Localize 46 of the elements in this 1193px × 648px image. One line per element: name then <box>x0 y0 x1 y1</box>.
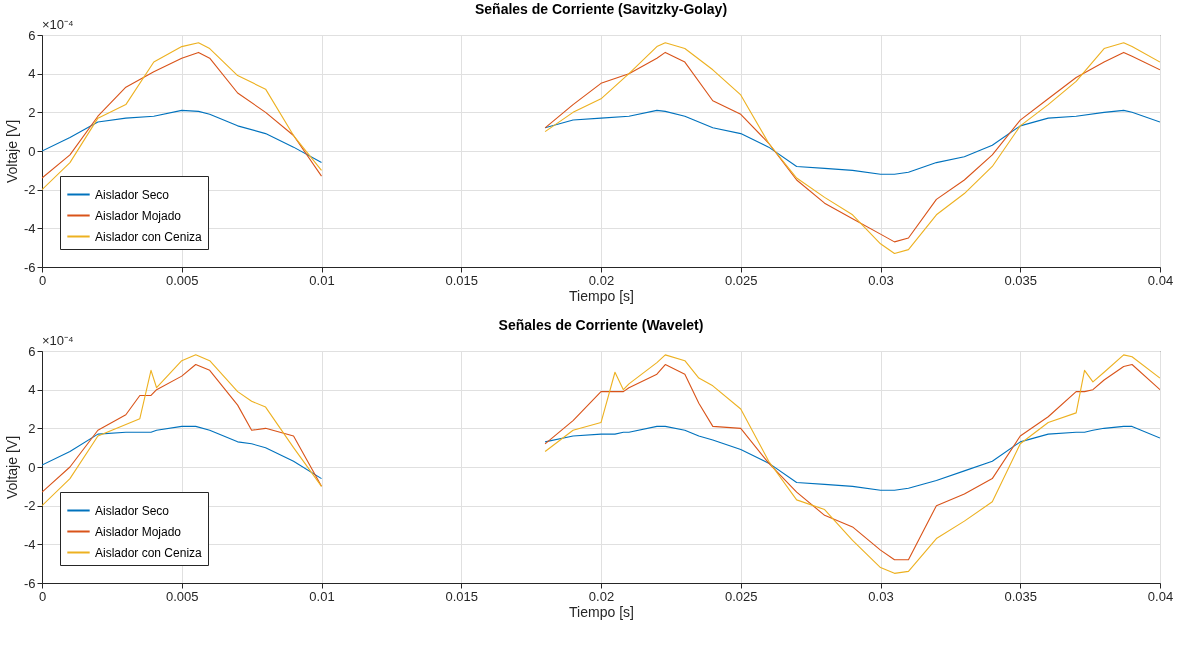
x-tick-label: 0.035 <box>1004 588 1038 604</box>
x-tick-label: 0.03 <box>868 588 894 604</box>
x-axis-title: Tiempo [s] <box>569 287 634 304</box>
x-tick-label: 0.025 <box>724 272 758 288</box>
y-axis-title: Voltaje [V] <box>3 119 20 184</box>
x-tick-label: 0.025 <box>724 588 758 604</box>
x-tick-label: 0.01 <box>309 588 335 604</box>
y-tick-label: 6 <box>28 343 36 359</box>
y-tick-label: 0 <box>28 459 36 475</box>
y-tick-label: 2 <box>28 420 36 436</box>
legend-label: Aislador con Ceniza <box>95 545 203 560</box>
chart-title: Señales de Corriente (Wavelet) <box>498 317 704 333</box>
y-tick-label: -4 <box>23 220 36 236</box>
legend-label: Aislador con Ceniza <box>95 229 203 244</box>
x-axis-title: Tiempo [s] <box>569 603 634 620</box>
text: ×10⁻⁴ <box>42 333 74 348</box>
x-tick-label: 0.02 <box>588 272 615 288</box>
y-axis-title: Voltaje [V] <box>3 435 20 500</box>
legend-label: Aislador Seco <box>95 503 170 518</box>
x-tick-label: 0.02 <box>588 588 615 604</box>
legend-label: Aislador Mojado <box>95 524 182 539</box>
text: ×10⁻⁴ <box>42 17 74 32</box>
chart-title: Señales de Corriente (Savitzky-Golay) <box>474 1 728 17</box>
x-tick-label: 0 <box>38 272 47 288</box>
y-tick-label: 4 <box>28 382 36 398</box>
x-tick-label: 0.04 <box>1147 272 1174 288</box>
y-tick-label: 6 <box>28 27 36 43</box>
y-tick-label: 2 <box>28 104 36 120</box>
x-tick-label: 0.015 <box>445 588 479 604</box>
y-tick-label: -6 <box>23 259 36 275</box>
y-tick-label: 4 <box>28 66 36 82</box>
y-tick-label: -2 <box>23 498 36 514</box>
y-tick-label: -6 <box>23 575 36 591</box>
y-tick-label: -4 <box>23 536 36 552</box>
legend-label: Aislador Mojado <box>95 208 182 223</box>
x-tick-label: 0.04 <box>1147 588 1174 604</box>
x-tick-label: 0.035 <box>1004 272 1038 288</box>
x-tick-label: 0 <box>38 588 47 604</box>
y-tick-label: -2 <box>23 182 36 198</box>
x-tick-label: 0.03 <box>868 272 894 288</box>
y-tick-label: 0 <box>28 143 36 159</box>
x-tick-label: 0.015 <box>445 272 479 288</box>
x-tick-label: 0.01 <box>309 272 335 288</box>
legend-label: Aislador Seco <box>95 187 170 202</box>
x-tick-label: 0.005 <box>165 272 199 288</box>
x-tick-label: 0.005 <box>165 588 199 604</box>
